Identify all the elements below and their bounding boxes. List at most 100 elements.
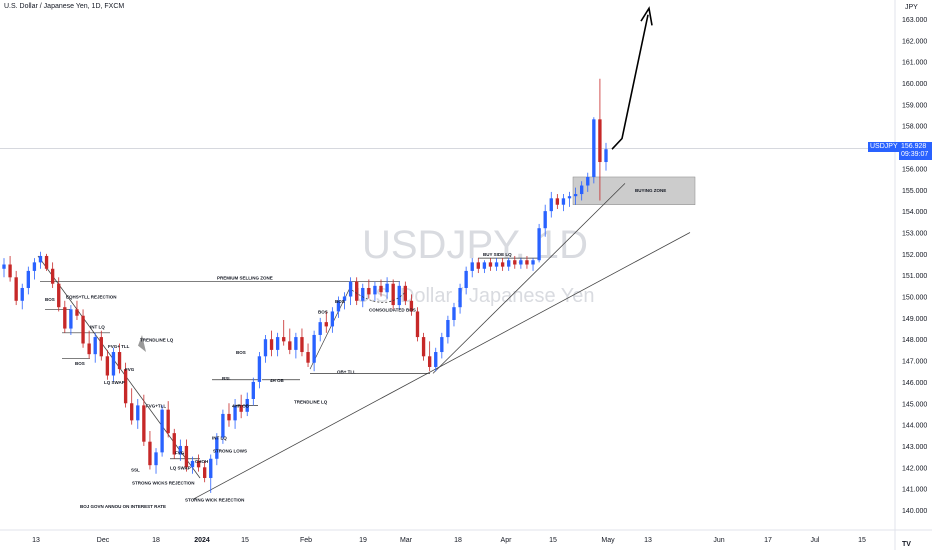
candle-body [202, 467, 207, 478]
candle-body [318, 322, 322, 335]
candle-body [50, 268, 55, 284]
y-tick-label: 161.000 [902, 60, 927, 67]
candle-body [561, 198, 566, 205]
y-tick-label: 159.000 [902, 102, 927, 109]
candle-body [507, 260, 511, 267]
candle-body [446, 320, 450, 338]
candle-body [57, 283, 61, 308]
candle-body [300, 337, 304, 353]
candle-body [20, 287, 24, 301]
y-tick-label: 152.000 [902, 252, 927, 259]
x-tick-label: 2024 [194, 537, 210, 544]
candle-body [598, 119, 602, 163]
projection-arrow-head [640, 6, 653, 26]
candle-body [470, 262, 474, 271]
x-tick-label: 18 [152, 537, 160, 544]
y-tick-label: 144.000 [902, 423, 927, 430]
candle-body [148, 441, 152, 466]
tradingview-logo-icon[interactable]: TV [902, 541, 911, 548]
x-tick-label: 18 [454, 537, 462, 544]
trendline-long [192, 232, 691, 500]
y-tick-label: 154.000 [902, 209, 927, 216]
candle-body [227, 413, 231, 421]
y-tick-label: 147.000 [902, 359, 927, 366]
y-tick-label: 162.000 [902, 38, 927, 45]
y-tick-label: 142.000 [902, 465, 927, 472]
bos-label: BOS [45, 297, 55, 302]
strong-wick-rejection-label: STORNG WICK REJECTION [185, 497, 244, 502]
candle-body [458, 287, 462, 308]
symbol-badge: USDJPY [868, 142, 900, 152]
candle-body [8, 264, 12, 278]
candle-body [257, 356, 262, 382]
candle-body [586, 176, 590, 186]
candle-body [44, 255, 49, 269]
int-lq-label-2: INT LQ [212, 436, 227, 441]
candle-body [111, 352, 116, 376]
candle-body [160, 409, 164, 453]
bos-label-2: BOS [75, 361, 85, 366]
candle-body [105, 356, 110, 376]
watermark-name: U.S. Dollar / Japanese Yen [355, 285, 594, 307]
candle-body [282, 337, 286, 342]
candle-body [263, 339, 268, 357]
strong-wicks-rejection-label: STRONG WICKS REJECTION [132, 480, 195, 485]
candle-body [342, 296, 347, 301]
current-price: 156.928 [901, 143, 927, 150]
y-tick-label: 148.000 [902, 337, 927, 344]
y-tick-label: 140.000 [902, 508, 927, 515]
candle-body [525, 260, 529, 265]
x-tick-label: May [601, 537, 615, 544]
candle-body [513, 260, 517, 265]
candle-body [130, 403, 134, 421]
candle-body [288, 341, 292, 350]
candle-body [391, 283, 395, 306]
x-tick-label: Mar [400, 537, 413, 544]
candle-body [166, 409, 170, 434]
x-tick-label: 17 [764, 537, 772, 544]
price-badge: 156.928 09:39:07 [899, 142, 932, 160]
candle-body [87, 343, 91, 355]
bar-countdown: 09:39:07 [901, 151, 929, 158]
candle-body [154, 452, 158, 466]
x-tick-label: Jul [811, 537, 820, 544]
x-tick-label: Apr [501, 537, 513, 544]
y-tick-label: 155.000 [902, 188, 927, 195]
candle-body [38, 255, 43, 263]
candle-body [196, 460, 201, 468]
y-tick-label: 160.000 [902, 81, 927, 88]
candle-body [209, 458, 213, 478]
bos-label-5: BOS [335, 299, 345, 304]
candle-body [592, 119, 596, 177]
candle-body [215, 437, 219, 459]
candle-body [500, 262, 505, 267]
trendline-lq-arrow [138, 334, 146, 353]
candle-body [409, 300, 414, 312]
candle-body [32, 262, 37, 271]
chart-title: U.S. Dollar / Japanese Yen, 1D, FXCM [4, 3, 125, 10]
x-tick-label: 15 [549, 537, 557, 544]
candle-body [415, 311, 420, 338]
candle-body [452, 307, 456, 321]
candle-body [549, 198, 553, 212]
candle-body [178, 445, 183, 455]
candle-body [14, 277, 18, 301]
candle-body [379, 285, 383, 293]
x-tick-label: 13 [644, 537, 652, 544]
candle-body [93, 337, 97, 355]
x-tick-label: Feb [300, 537, 312, 544]
x-tick-label: 15 [858, 537, 866, 544]
premium-selling-zone-label: PREMIUM SELLING ZONE [217, 275, 273, 280]
candle-body [142, 405, 146, 442]
bos-label-3: BOS [236, 350, 246, 355]
lq-swap-label: LQ SWAP [104, 380, 125, 385]
candle-body [239, 405, 243, 412]
x-tick-label: Jun [713, 537, 724, 544]
trendline-short [432, 183, 626, 374]
fvg-tll-label: FVG+ TLL [108, 344, 130, 349]
candle-body [367, 287, 371, 295]
candle-body [476, 262, 480, 269]
candle-body [543, 211, 547, 229]
candle-body [482, 262, 487, 269]
